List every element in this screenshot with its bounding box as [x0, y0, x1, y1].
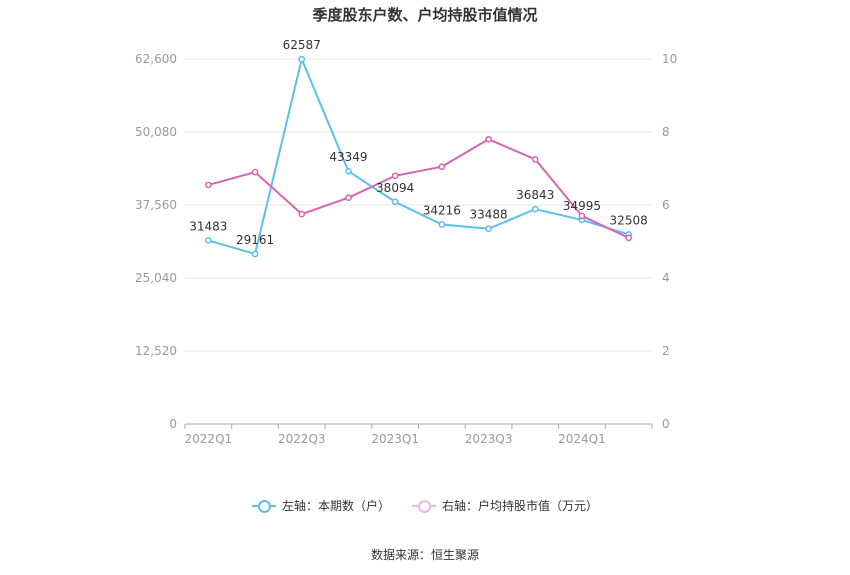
left-axis-tick-label: 50,080 [135, 125, 177, 139]
point-avg-value [205, 181, 212, 189]
point-avg-value [625, 234, 633, 242]
point-avg-value [391, 172, 399, 180]
left-axis-tick-label: 0 [169, 417, 177, 431]
data-label: 31483 [189, 219, 227, 233]
left-axis-tick-label: 62,600 [135, 52, 177, 66]
x-axis-tick-label: 2022Q1 [185, 432, 233, 446]
legend-swatch-right [412, 499, 436, 513]
left-axis-tick-label: 37,560 [135, 198, 177, 212]
point-holders [391, 198, 399, 206]
source-note: 数据来源：恒生聚源 [370, 548, 479, 562]
x-axis-tick-label: 2023Q1 [371, 432, 419, 446]
left-axis-tick-label: 12,520 [135, 344, 177, 358]
legend-swatch-left [251, 499, 276, 513]
right-axis-tick-label: 10 [662, 52, 677, 66]
data-label: 62587 [283, 38, 321, 52]
left-axis-tick-label: 25,040 [135, 271, 177, 285]
legend-item-left[interactable]: 左轴：本期数（户） [251, 497, 390, 514]
chart-title: 季度股东户数、户均持股市值情况 [312, 6, 538, 24]
axis-layer: 0 12,520 25,040 37,560 50,080 62,600 0 2 4 6 8 10 20… [135, 52, 677, 446]
right-axis-tick-label: 6 [662, 198, 670, 212]
data-label: 34216 [423, 203, 461, 217]
point-avg-value [298, 210, 306, 218]
right-axis-tick-label: 4 [662, 271, 670, 285]
data-label: 34995 [563, 199, 601, 213]
data-label: 38094 [376, 181, 414, 195]
data-label: 29161 [236, 233, 274, 247]
right-axis-tick-label: 0 [662, 417, 670, 431]
data-label: 36843 [516, 188, 554, 202]
data-label: 43349 [329, 150, 367, 164]
point-avg-value [438, 163, 446, 171]
point-holders [251, 250, 259, 258]
point-holders [531, 205, 539, 213]
right-axis-tick-label: 8 [662, 125, 670, 139]
series-layer [205, 55, 633, 258]
x-axis-tick-label: 2023Q3 [465, 432, 513, 446]
x-axis-tick-label: 2024Q1 [558, 432, 606, 446]
point-avg-value [251, 168, 259, 176]
point-holders [345, 167, 352, 175]
point-holders [438, 221, 446, 228]
legend-label-left: 左轴：本期数（户） [281, 499, 390, 513]
point-avg-value [578, 212, 586, 220]
x-axis-tick-label: 2022Q3 [278, 432, 326, 446]
right-axis-tick-label: 2 [662, 344, 670, 358]
legend-item-right[interactable]: 右轴：户均持股市值（万元） [412, 497, 598, 514]
point-holders [205, 237, 212, 244]
point-holders [485, 225, 492, 233]
point-holders [298, 55, 306, 63]
point-avg-value [485, 135, 492, 143]
point-avg-value [345, 194, 352, 202]
data-label-layer: 31483 29161 62587 43349 38094 34216 33488 36843… [189, 38, 647, 247]
legend: 左轴：本期数（户） 右轴：户均持股市值（万元） [0, 497, 850, 514]
data-label: 32508 [610, 213, 648, 227]
series-line-holders [208, 55, 629, 256]
point-avg-value [531, 156, 539, 163]
series-line-avg-value [208, 138, 630, 239]
legend-label-right: 右轴：户均持股市值（万元） [442, 499, 599, 513]
data-label: 33488 [469, 208, 507, 222]
